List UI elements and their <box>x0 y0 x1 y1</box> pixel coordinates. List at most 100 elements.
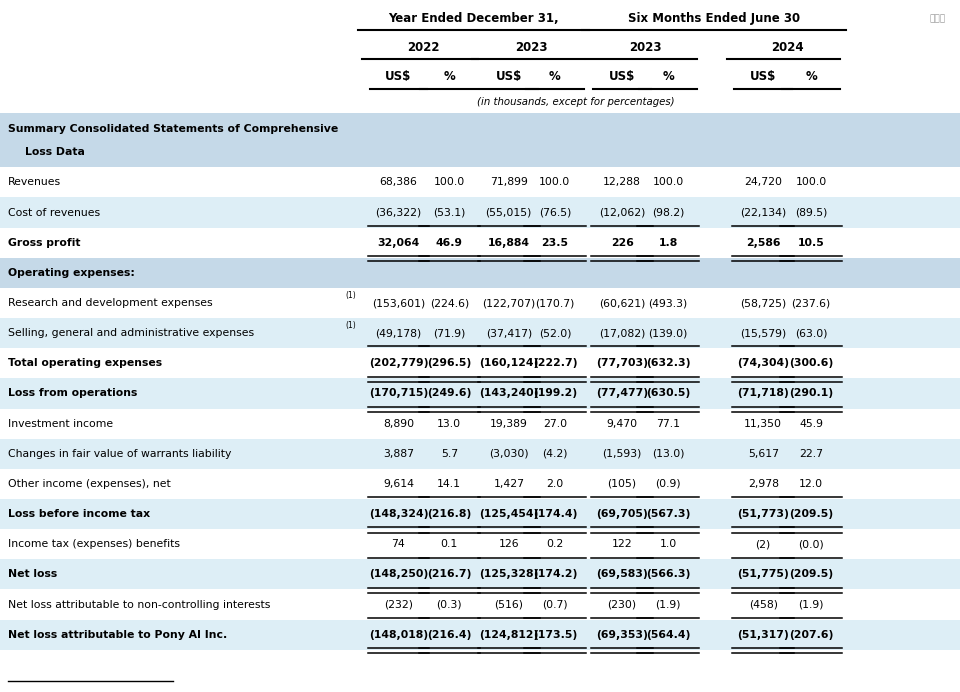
Text: (15,579): (15,579) <box>740 328 786 338</box>
Text: (55,015): (55,015) <box>486 208 532 217</box>
Text: (51,773): (51,773) <box>737 509 789 519</box>
Text: (98.2): (98.2) <box>652 208 684 217</box>
Text: 1.8: 1.8 <box>659 238 678 248</box>
Text: US$: US$ <box>609 70 636 82</box>
Text: (69,705): (69,705) <box>596 509 648 519</box>
Text: 14.1: 14.1 <box>438 479 462 489</box>
Text: Summary Consolidated Statements of Comprehensive: Summary Consolidated Statements of Compr… <box>8 125 338 134</box>
Text: (139.0): (139.0) <box>648 328 688 338</box>
Text: (209.5): (209.5) <box>789 570 833 579</box>
Text: (76.5): (76.5) <box>539 208 571 217</box>
Text: (160,124): (160,124) <box>479 358 539 368</box>
Bar <box>0 619 960 650</box>
Text: (3,030): (3,030) <box>489 449 529 459</box>
Text: %: % <box>805 70 817 82</box>
Text: (300.6): (300.6) <box>789 358 833 368</box>
Text: Loss before income tax: Loss before income tax <box>8 509 150 519</box>
Text: (17,082): (17,082) <box>599 328 645 338</box>
Text: (153,601): (153,601) <box>372 298 425 308</box>
Text: (1,593): (1,593) <box>602 449 642 459</box>
Text: (12,062): (12,062) <box>599 208 645 217</box>
Bar <box>0 113 960 167</box>
Text: 1,427: 1,427 <box>493 479 524 489</box>
Text: 2,586: 2,586 <box>746 238 780 248</box>
Bar <box>0 197 960 228</box>
Text: (60,621): (60,621) <box>599 298 645 308</box>
Text: %: % <box>444 70 455 82</box>
Bar <box>0 439 960 469</box>
Bar <box>0 529 960 559</box>
Text: Loss Data: Loss Data <box>25 147 84 157</box>
Text: (36,322): (36,322) <box>375 208 421 217</box>
Text: 16,884: 16,884 <box>488 238 530 248</box>
Bar <box>0 167 960 197</box>
Text: 9,470: 9,470 <box>607 419 637 428</box>
Text: 100.0: 100.0 <box>653 177 684 188</box>
Text: (105): (105) <box>608 479 636 489</box>
Text: (148,018): (148,018) <box>369 630 428 639</box>
Text: (1): (1) <box>346 291 356 300</box>
Text: (22,134): (22,134) <box>740 208 786 217</box>
Text: 3,887: 3,887 <box>383 449 414 459</box>
Text: 2023: 2023 <box>516 41 548 54</box>
Text: Research and development expenses: Research and development expenses <box>8 298 212 308</box>
Text: 12.0: 12.0 <box>799 479 824 489</box>
Text: 226: 226 <box>611 238 634 248</box>
Text: Gross profit: Gross profit <box>8 238 81 248</box>
Text: 122: 122 <box>612 539 633 549</box>
Text: 22.7: 22.7 <box>799 449 823 459</box>
Text: 126: 126 <box>498 539 519 549</box>
Text: 0.1: 0.1 <box>441 539 458 549</box>
Text: Selling, general and administrative expenses: Selling, general and administrative expe… <box>8 328 253 338</box>
Text: (77,477): (77,477) <box>596 388 648 399</box>
Text: (296.5): (296.5) <box>427 358 471 368</box>
Text: (632.3): (632.3) <box>646 358 690 368</box>
Text: 74: 74 <box>392 539 405 549</box>
Text: Year Ended December 31,: Year Ended December 31, <box>389 12 559 26</box>
Text: 11,350: 11,350 <box>744 419 782 428</box>
Text: (2): (2) <box>756 539 771 549</box>
Text: (170.7): (170.7) <box>535 298 575 308</box>
Text: (249.6): (249.6) <box>427 388 471 399</box>
Text: (202,779): (202,779) <box>369 358 428 368</box>
Text: 5.7: 5.7 <box>441 449 458 459</box>
Text: Cost of revenues: Cost of revenues <box>8 208 100 217</box>
Text: 0.2: 0.2 <box>546 539 564 549</box>
Text: %: % <box>662 70 674 82</box>
Text: (224.6): (224.6) <box>430 298 468 308</box>
Text: Other income (expenses), net: Other income (expenses), net <box>8 479 171 489</box>
Text: (52.0): (52.0) <box>539 328 571 338</box>
Text: 2,978: 2,978 <box>748 479 779 489</box>
Text: (237.6): (237.6) <box>792 298 830 308</box>
Text: 9,614: 9,614 <box>383 479 414 489</box>
Text: 27.0: 27.0 <box>542 419 567 428</box>
Bar <box>0 590 960 619</box>
Text: Net loss: Net loss <box>8 570 57 579</box>
Text: (148,324): (148,324) <box>369 509 428 519</box>
Bar <box>0 408 960 439</box>
Text: (77,703): (77,703) <box>596 358 648 368</box>
Text: Operating expenses:: Operating expenses: <box>8 268 134 278</box>
Text: 13.0: 13.0 <box>437 419 462 428</box>
Text: Loss from operations: Loss from operations <box>8 388 137 399</box>
Text: (630.5): (630.5) <box>646 388 690 399</box>
Text: (124,812): (124,812) <box>479 630 539 639</box>
Text: (63.0): (63.0) <box>795 328 828 338</box>
Text: (4.2): (4.2) <box>542 449 567 459</box>
Text: 23.5: 23.5 <box>541 238 568 248</box>
Bar <box>0 379 960 408</box>
Text: 46.9: 46.9 <box>436 238 463 248</box>
Text: (71.9): (71.9) <box>433 328 466 338</box>
Text: Changes in fair value of warrants liability: Changes in fair value of warrants liabil… <box>8 449 231 459</box>
Text: (53.1): (53.1) <box>433 208 466 217</box>
Text: 10.5: 10.5 <box>798 238 825 248</box>
Text: (51,317): (51,317) <box>737 630 789 639</box>
Text: (125,328): (125,328) <box>479 570 539 579</box>
Text: (71,718): (71,718) <box>737 388 789 399</box>
Text: 100.0: 100.0 <box>796 177 827 188</box>
Text: (1.9): (1.9) <box>656 599 681 610</box>
Text: 12,288: 12,288 <box>603 177 641 188</box>
Text: (49,178): (49,178) <box>375 328 421 338</box>
Text: (566.3): (566.3) <box>646 570 690 579</box>
Text: (174.4): (174.4) <box>533 509 577 519</box>
